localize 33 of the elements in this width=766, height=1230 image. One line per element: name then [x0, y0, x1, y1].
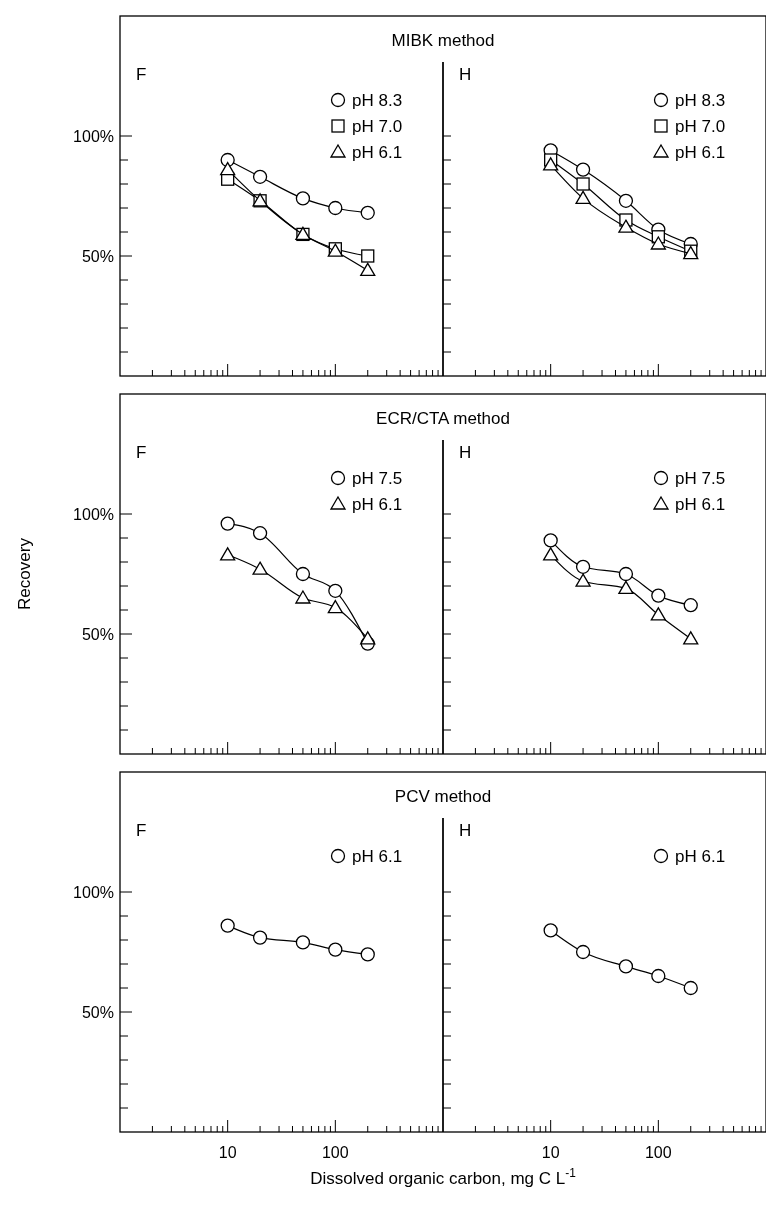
y-tick-label: 100%: [73, 883, 114, 901]
annotation: F: [136, 821, 147, 840]
x-axis-title: Dissolved organic carbon, mg C L$^{-1}$: [310, 1166, 577, 1188]
legend-label: pH 7.0: [675, 116, 726, 136]
x-tick-label: 10: [218, 1144, 237, 1161]
text: MIBK method: [391, 31, 495, 50]
legend-label: pH 6.1: [352, 846, 403, 866]
annotation: H: [459, 65, 472, 84]
y-axis-title: Recovery: [15, 537, 34, 610]
legend-label: pH 6.1: [675, 846, 726, 866]
x-tick-label: 10: [541, 1144, 560, 1161]
legend-label: pH 7.5: [352, 468, 403, 488]
legend-label: pH 8.3: [675, 90, 726, 110]
legend-label: pH 6.1: [675, 142, 726, 162]
legend-label: pH 7.0: [352, 116, 403, 136]
x-tick-label: 100: [321, 1144, 349, 1161]
x-tick-label: 100: [644, 1144, 672, 1161]
annotation: F: [136, 65, 147, 84]
annotation: F: [136, 443, 147, 462]
legend-label: pH 8.3: [352, 90, 403, 110]
legend-label: pH 6.1: [675, 494, 726, 514]
annotation: H: [459, 821, 472, 840]
legend-label: pH 6.1: [352, 494, 403, 514]
y-tick-label: 50%: [81, 1003, 114, 1021]
y-tick-label: 50%: [81, 625, 114, 643]
annotation: H: [459, 443, 472, 462]
text: ECR/CTA method: [376, 409, 510, 428]
legend-label: pH 7.5: [675, 468, 726, 488]
legend-label: pH 6.1: [352, 142, 403, 162]
y-tick-label: 50%: [81, 247, 114, 265]
y-tick-label: 100%: [73, 127, 114, 145]
text: PCV method: [394, 787, 492, 806]
y-tick-label: 100%: [73, 505, 114, 523]
